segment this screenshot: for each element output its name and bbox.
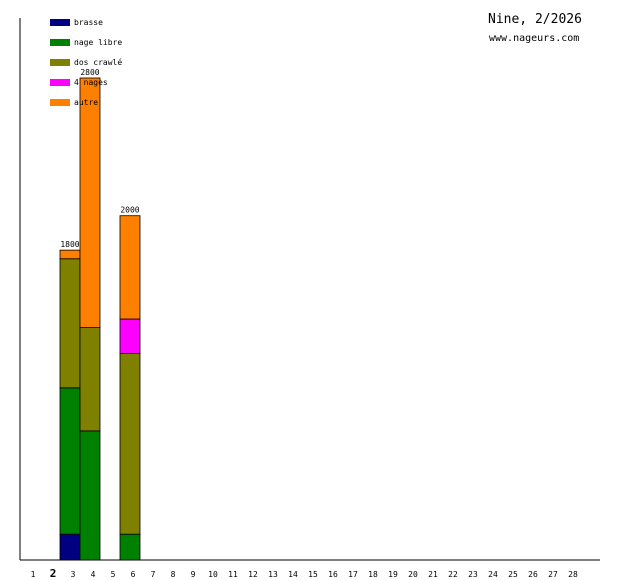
x-tick-label-5[interactable]: 5 xyxy=(111,570,116,579)
legend-label-dos-crawlé: dos crawlé xyxy=(74,57,122,67)
bar-segment-4-nages-5[interactable] xyxy=(119,318,141,354)
x-tick-label-13[interactable]: 13 xyxy=(268,570,278,579)
legend-label-autre: autre xyxy=(74,98,98,107)
legend-swatch-autre xyxy=(50,99,70,106)
x-tick-label-27[interactable]: 27 xyxy=(548,570,558,579)
x-tick-label-21[interactable]: 21 xyxy=(428,570,438,579)
x-tick-label-6[interactable]: 6 xyxy=(131,570,136,579)
x-tick-label-9[interactable]: 9 xyxy=(191,570,196,579)
chart-legend: brasse nage libre dos crawlé 4 nages autre xyxy=(50,18,122,107)
legend-label-nage-libre: nage libre xyxy=(74,38,122,47)
bar-total-label-2: 1800 xyxy=(60,240,79,249)
bar-segment-dos-crawlé-2[interactable] xyxy=(59,258,81,389)
x-tick-label-8[interactable]: 8 xyxy=(171,570,176,579)
x-tick-label-14[interactable]: 14 xyxy=(288,570,298,579)
x-tick-label-15[interactable]: 15 xyxy=(308,570,318,579)
bar-segment-dos-crawlé-5[interactable] xyxy=(119,353,141,535)
bar-segment-nage-libre-3[interactable] xyxy=(79,430,101,561)
x-axis-tick-labels: 1 2 3 4 5 6 7 8 9 10 11 12 13 14 15 16 17 18 19 20 21 22 23 24 2… xyxy=(31,567,578,580)
x-tick-label-26[interactable]: 26 xyxy=(528,570,538,579)
x-tick-label-19[interactable]: 19 xyxy=(388,570,398,579)
x-tick-label-17[interactable]: 17 xyxy=(348,570,358,579)
bar-segment-autre-3[interactable] xyxy=(79,77,101,329)
x-tick-label-28[interactable]: 28 xyxy=(568,570,578,579)
legend-swatch-dos-crawlé xyxy=(50,59,70,66)
legend-swatch-brasse xyxy=(50,19,70,26)
x-tick-label-1[interactable]: 1 xyxy=(31,570,36,579)
legend-swatch-4-nages xyxy=(50,79,70,86)
bar-segment-nage-libre-2[interactable] xyxy=(59,387,81,535)
chart-bars xyxy=(59,77,141,561)
legend-swatch-nage-libre xyxy=(50,39,70,46)
bar-total-label-5: 2000 xyxy=(120,206,139,215)
bar-segment-dos-crawlé-3[interactable] xyxy=(79,327,101,432)
legend-label-brasse: brasse xyxy=(74,18,103,27)
x-tick-label-4[interactable]: 4 xyxy=(91,570,96,579)
chart-axes xyxy=(19,18,600,561)
bar-segment-nage-libre-5[interactable] xyxy=(119,533,141,561)
bar-total-label-3: 2800 xyxy=(80,68,99,77)
x-tick-label-24[interactable]: 24 xyxy=(488,570,498,579)
x-tick-label-2[interactable]: 2 xyxy=(50,567,57,580)
x-tick-label-22[interactable]: 22 xyxy=(448,570,458,579)
legend-label-4-nages: 4 nages xyxy=(74,78,108,87)
x-tick-label-7[interactable]: 7 xyxy=(151,570,156,579)
chart-title: Nine, 2/2026 xyxy=(488,12,582,27)
bar-total-labels: 1800 2800 2000 xyxy=(60,68,139,249)
bar-segment-autre-5[interactable] xyxy=(119,215,141,320)
bar-segment-brasse-2[interactable] xyxy=(59,533,81,561)
x-tick-label-11[interactable]: 11 xyxy=(228,570,238,579)
x-tick-label-18[interactable]: 18 xyxy=(368,570,378,579)
x-tick-label-16[interactable]: 16 xyxy=(328,570,338,579)
site-name[interactable]: www.nageurs.com xyxy=(489,33,579,44)
x-tick-label-23[interactable]: 23 xyxy=(468,570,478,579)
x-tick-label-12[interactable]: 12 xyxy=(248,570,258,579)
bar-segment-autre-2[interactable] xyxy=(59,249,81,260)
x-tick-label-3[interactable]: 3 xyxy=(71,570,76,579)
x-tick-label-10[interactable]: 10 xyxy=(208,570,218,579)
x-tick-label-25[interactable]: 25 xyxy=(508,570,518,579)
x-tick-label-20[interactable]: 20 xyxy=(408,570,418,579)
